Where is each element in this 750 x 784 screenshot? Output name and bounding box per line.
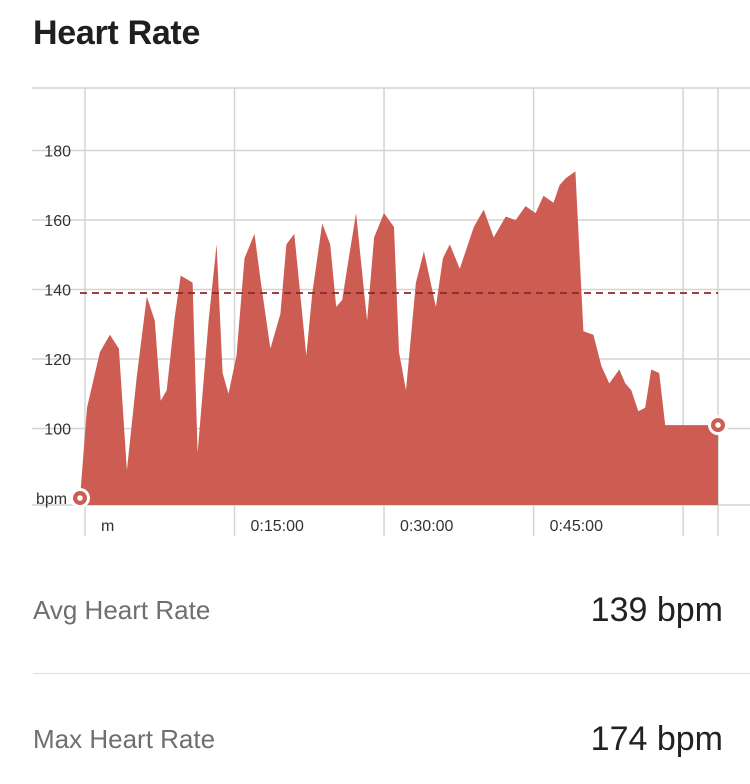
chart-markers xyxy=(70,415,728,509)
x-tick-label-1: 0:15:00 xyxy=(251,518,304,535)
y-tick-label-100: 100 xyxy=(44,422,71,439)
y-tick-label-140: 140 xyxy=(44,283,71,300)
chart-area xyxy=(80,171,718,505)
end-marker-dot xyxy=(715,422,721,428)
y-tick-label-180: 180 xyxy=(44,144,71,161)
stats-divider xyxy=(33,673,750,674)
y-tick-label-160: 160 xyxy=(44,213,71,230)
start-marker xyxy=(70,488,90,509)
x-tick-label-3: 0:45:00 xyxy=(550,518,603,535)
max-heart-rate-row: Max Heart Rate 174 bpm xyxy=(33,709,723,769)
end-marker xyxy=(708,415,728,436)
heart-rate-area xyxy=(80,171,718,505)
heart-rate-chart[interactable]: 100 120 140 160 180 m 0:15:00 0:30:00 0:45:00 bpm xyxy=(0,80,750,540)
chart-labels: 100 120 140 160 180 m 0:15:00 0:30:00 0:45:00 bpm xyxy=(36,144,603,535)
max-heart-rate-value: 174 bpm xyxy=(590,719,723,758)
x-tick-label-0: m xyxy=(101,518,114,535)
page-title: Heart Rate xyxy=(33,14,201,52)
avg-heart-rate-label: Avg Heart Rate xyxy=(33,594,211,625)
y-unit-label: bpm xyxy=(36,491,67,508)
start-marker-dot xyxy=(77,495,83,501)
avg-heart-rate-row: Avg Heart Rate 139 bpm xyxy=(33,580,723,640)
x-tick-label-2: 0:30:00 xyxy=(400,518,453,535)
y-tick-label-120: 120 xyxy=(44,352,71,369)
max-heart-rate-label: Max Heart Rate xyxy=(33,723,216,754)
avg-heart-rate-value: 139 bpm xyxy=(590,590,723,629)
